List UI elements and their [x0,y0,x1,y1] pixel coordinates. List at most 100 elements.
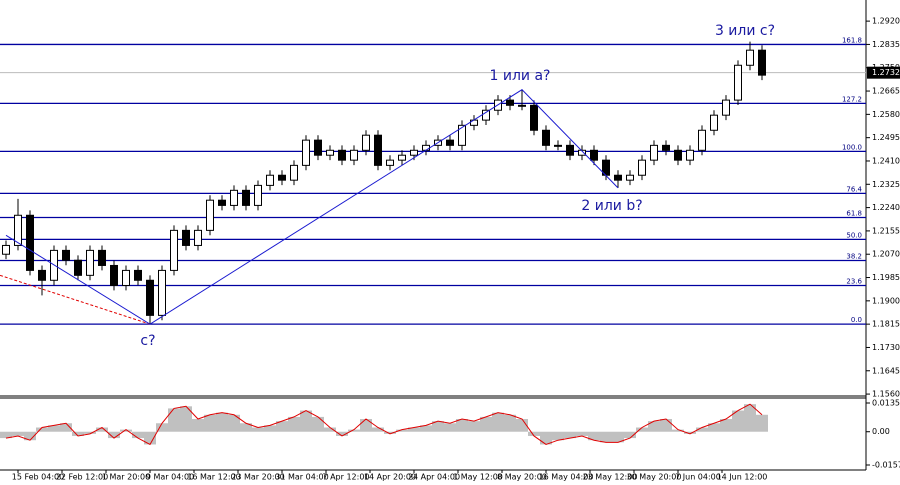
wave-annotation: 2 или b? [581,198,642,214]
candle-body [638,159,646,176]
x-tick-label: 1 May 12:00 [453,473,503,482]
osc-bar [648,421,660,432]
y-tick-label: 1.2240 [872,203,900,212]
fib-label: 76.4 [846,185,862,193]
candle-body [170,229,178,271]
osc-bar [156,423,168,432]
candle-body [206,199,214,231]
x-tick-label: 7 Apr 12:00 [322,473,369,482]
osc-bar [252,427,264,432]
candle-body [506,99,514,106]
osc-bar [744,404,756,432]
candle-body [362,134,370,151]
osc-bar [420,425,432,432]
current-price-box [867,66,900,79]
osc-bar [492,412,504,432]
osc-bar [408,427,420,432]
x-tick-label: 1 Mar 20:00 [102,473,150,482]
x-tick-label: 8 May 20:00 [497,473,547,482]
candle-body [542,129,550,146]
fib-label: 23.6 [846,277,862,285]
y-tick-label: 1.1900 [872,296,900,305]
osc-bar [504,414,516,432]
candle-body [626,174,634,181]
osc-bar [360,419,372,432]
osc-bar [288,416,300,432]
candle-body [590,149,598,161]
candle-body [650,144,658,161]
x-tick-label: 24 Apr 04:00 [408,473,460,482]
osc-bar [756,414,768,432]
candle-body [122,269,130,286]
osc-bar [204,414,216,432]
osc-bar [540,431,552,445]
osc-bar [696,427,708,432]
candle-body [698,129,706,151]
candle-body [326,149,334,156]
candle-body [158,269,166,316]
candle-body [686,149,694,161]
candle-body [194,229,202,246]
osc-bar [720,419,732,432]
candle-body [458,124,466,146]
osc-bar [732,410,744,432]
candle-body [314,139,322,156]
osc-bar [684,431,696,434]
osc-bar [624,431,636,439]
candle-body [338,149,346,161]
osc-bar [96,427,108,432]
osc-bar [192,419,204,432]
y-tick-label: 1.2580 [872,110,900,119]
y-tick-label: 1.1645 [872,366,900,375]
osc-bar [708,423,720,432]
osc-bar [336,431,348,436]
candle-body [518,104,526,107]
y-tick-label: 1.1560 [872,390,900,399]
candle-body [674,149,682,161]
candle-body [758,49,766,76]
candle-body [398,154,406,161]
x-tick-label: 15 Feb 04:00 [12,473,64,482]
candle-body [230,189,238,206]
projection-line [0,274,151,325]
candle-body [446,139,454,146]
osc-bar [552,431,564,441]
osc-bar [276,421,288,432]
osc-bar [528,431,540,436]
y-tick-label: 1.2920 [872,17,900,26]
fib-label: 61.8 [846,209,862,217]
y-tick-label: 1.2325 [872,180,900,189]
candle-body [2,244,10,255]
osc-bar [12,431,24,436]
osc-bar [132,431,144,439]
osc-line [5,403,763,446]
x-tick-label: 14 Jun 12:00 [717,473,768,482]
x-tick-label: 16 May 04:00 [539,473,594,482]
osc-bar [120,429,132,432]
x-tick-label: 30 May 20:00 [627,473,682,482]
candle-body [182,229,190,246]
x-tick-label: 31 Mar 04:00 [275,473,328,482]
osc-bar [312,416,324,432]
osc-bar [636,427,648,432]
osc-bar [576,431,588,436]
osc-bar [60,423,72,432]
candle-body [98,249,106,266]
candle-body [662,144,670,151]
wave-annotation: c? [140,333,155,349]
x-tick-label: 14 Apr 20:00 [364,473,416,482]
candle-body [218,199,226,206]
osc-bar [264,425,276,432]
candle-body [614,174,622,181]
osc-bar [480,416,492,432]
candle-body [134,269,142,281]
osc-bar [372,427,384,432]
wave-line [5,89,619,325]
candle-body [62,249,70,261]
x-tick-label: 7 Jun 04:00 [675,473,721,482]
osc-bar [612,431,624,443]
candle-body [386,159,394,166]
candle-body [74,259,82,276]
osc-bar [108,431,120,439]
